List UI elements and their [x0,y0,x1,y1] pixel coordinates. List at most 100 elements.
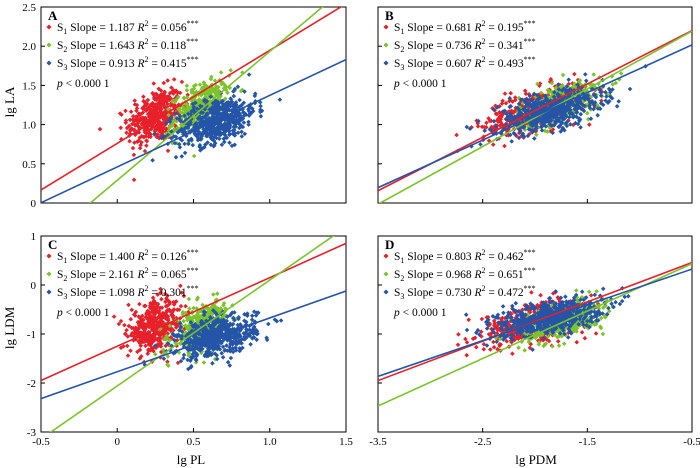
data-point [179,79,185,85]
data-point [227,345,232,350]
data-point [207,311,213,317]
data-point [212,344,218,350]
data-point [210,361,215,366]
data-point [538,292,543,298]
data-point [484,343,490,348]
data-point [182,110,187,115]
data-point [200,331,206,336]
data-point [202,309,208,315]
data-point [595,113,600,118]
data-point [183,303,188,309]
data-point [209,74,214,80]
data-point [178,303,184,309]
data-point [254,337,259,342]
x-tick-label: -0.5 [683,436,700,448]
data-point [218,70,224,75]
data-point [155,301,161,307]
data-point [593,321,599,327]
y-tick-label: 2.0 [22,41,36,53]
data-point [180,312,185,317]
data-point [187,306,192,311]
data-point [522,88,528,94]
legend-entry-S2: S2 Slope = 1.643 R2 = 0.118*** [57,37,198,54]
data-point [264,337,270,343]
data-point [627,86,633,92]
data-point [165,107,171,112]
data-point [238,333,243,339]
regression-line-S3 [378,44,692,189]
data-point [119,112,124,117]
data-point [234,341,240,347]
data-point [169,327,175,332]
data-point [248,342,253,347]
data-point [182,340,188,345]
legend-marker-S3 [46,60,52,66]
data-point [550,344,555,349]
p-value-text: p < 0.000 1 [393,78,447,90]
data-point [508,132,513,138]
data-point [181,318,186,324]
data-point [152,312,157,318]
data-point [143,326,148,332]
data-point [220,344,226,350]
data-point [128,316,134,322]
data-point [217,325,222,330]
data-point [464,340,470,345]
data-point [156,320,161,326]
data-point [214,85,219,90]
y-tick-label: 1.5 [22,80,36,92]
ylabel-top: lg LA [2,86,17,117]
data-point [128,109,134,114]
data-point [167,323,173,329]
data-point [491,339,496,345]
data-point [454,132,459,138]
data-point [154,316,159,321]
data-point [508,103,514,109]
data-point [158,290,163,296]
data-point [200,115,205,121]
y-tick-label: 0.5 [22,159,36,171]
data-point [219,320,224,326]
data-point [181,352,187,358]
data-point [203,126,209,131]
legend-marker-S1 [46,24,52,30]
scatter-points [97,68,283,183]
data-point [200,320,205,325]
data-point [466,317,471,323]
data-point [210,105,215,110]
data-point [173,154,179,160]
data-point [474,344,479,350]
data-point [232,86,238,92]
data-point [129,126,134,131]
data-point [245,313,250,318]
data-point [584,78,589,84]
data-point [587,122,592,127]
data-point [464,352,469,358]
panel-letter: A [48,8,58,23]
y-tick-label: -3 [27,427,37,439]
data-point [125,353,131,358]
data-point [227,140,232,145]
data-point [228,68,233,73]
data-point [151,304,156,310]
data-point [227,117,232,122]
data-point [178,118,184,124]
y-tick-label: 0 [31,198,37,210]
data-point [190,142,196,148]
data-point [220,111,225,116]
data-point [455,342,461,348]
data-point [520,307,525,313]
data-point [201,80,207,85]
regression-line-S2 [49,236,335,432]
panel-letter: B [385,8,394,23]
data-point [593,331,599,336]
data-point [594,289,599,294]
data-point [249,328,254,334]
data-point [600,286,606,292]
data-point [210,322,215,327]
data-point [211,292,216,297]
data-point [228,355,234,361]
data-point [165,298,171,304]
data-point [497,336,503,342]
data-point [249,317,255,323]
